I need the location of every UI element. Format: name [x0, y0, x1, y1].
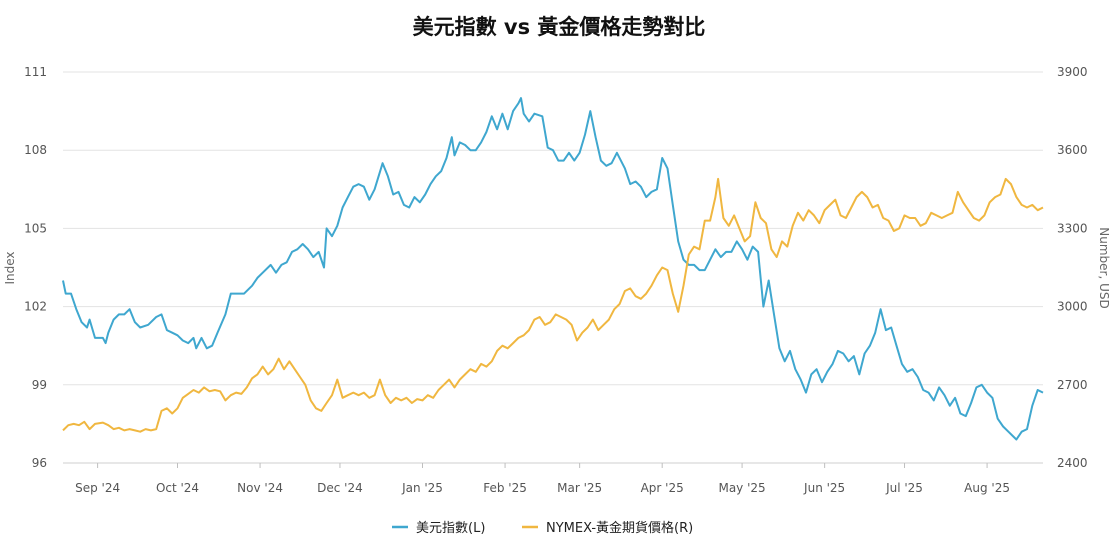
x-tick-label: Dec '24 [317, 481, 363, 495]
x-tick-label: Nov '24 [237, 481, 283, 495]
legend-label: NYMEX-黃金期貨價格(R) [546, 520, 693, 536]
x-tick-label: Mar '25 [557, 481, 602, 495]
right-axis-label: Number, USD [1097, 227, 1111, 308]
x-tick-label: Jun '25 [803, 481, 845, 495]
right-tick-label: 3300 [1057, 221, 1088, 235]
left-axis-label: Index [3, 251, 17, 284]
left-tick-label: 102 [24, 300, 47, 314]
x-axis-ticks: Sep '24 Oct '24 Nov '24 Dec '24 Jan '25 Feb '… [75, 463, 1010, 495]
right-tick-label: 3900 [1057, 65, 1088, 79]
legend-item-gold-price[interactable]: NYMEX-黃金期貨價格(R) [522, 520, 693, 536]
x-tick-label: May '25 [718, 481, 765, 495]
right-tick-label: 3600 [1057, 143, 1088, 157]
x-tick-label: Jan '25 [401, 481, 443, 495]
x-tick-label: Aug '25 [964, 481, 1010, 495]
legend-label: 美元指數(L) [416, 521, 485, 536]
series-lines [62, 97, 1044, 441]
x-tick-label: Oct '24 [156, 481, 199, 495]
left-tick-label: 111 [24, 65, 47, 79]
legend: 美元指數(L) NYMEX-黃金期貨價格(R) [392, 520, 693, 536]
grid-lines [63, 71, 1043, 464]
left-tick-label: 99 [32, 378, 47, 392]
x-tick-label: Jul '25 [885, 481, 923, 495]
x-tick-label: Sep '24 [75, 481, 120, 495]
left-axis-ticks: 96 99 102 105 108 111 [24, 65, 47, 470]
chart-title: 美元指數 vs 黃金價格走勢對比 [413, 15, 706, 39]
usd-index-line [62, 97, 1044, 441]
right-axis-ticks: 2400 2700 3000 3300 3600 3900 [1057, 65, 1088, 470]
gold-price-line [62, 177, 1044, 433]
right-tick-label: 2400 [1057, 456, 1088, 470]
left-tick-label: 96 [32, 456, 47, 470]
x-tick-label: Feb '25 [483, 481, 527, 495]
x-tick-label: Apr '25 [641, 481, 684, 495]
left-tick-label: 108 [24, 143, 47, 157]
right-tick-label: 3000 [1057, 300, 1088, 314]
legend-item-usd-index[interactable]: 美元指數(L) [392, 521, 485, 536]
right-tick-label: 2700 [1057, 378, 1088, 392]
left-tick-label: 105 [24, 221, 47, 235]
